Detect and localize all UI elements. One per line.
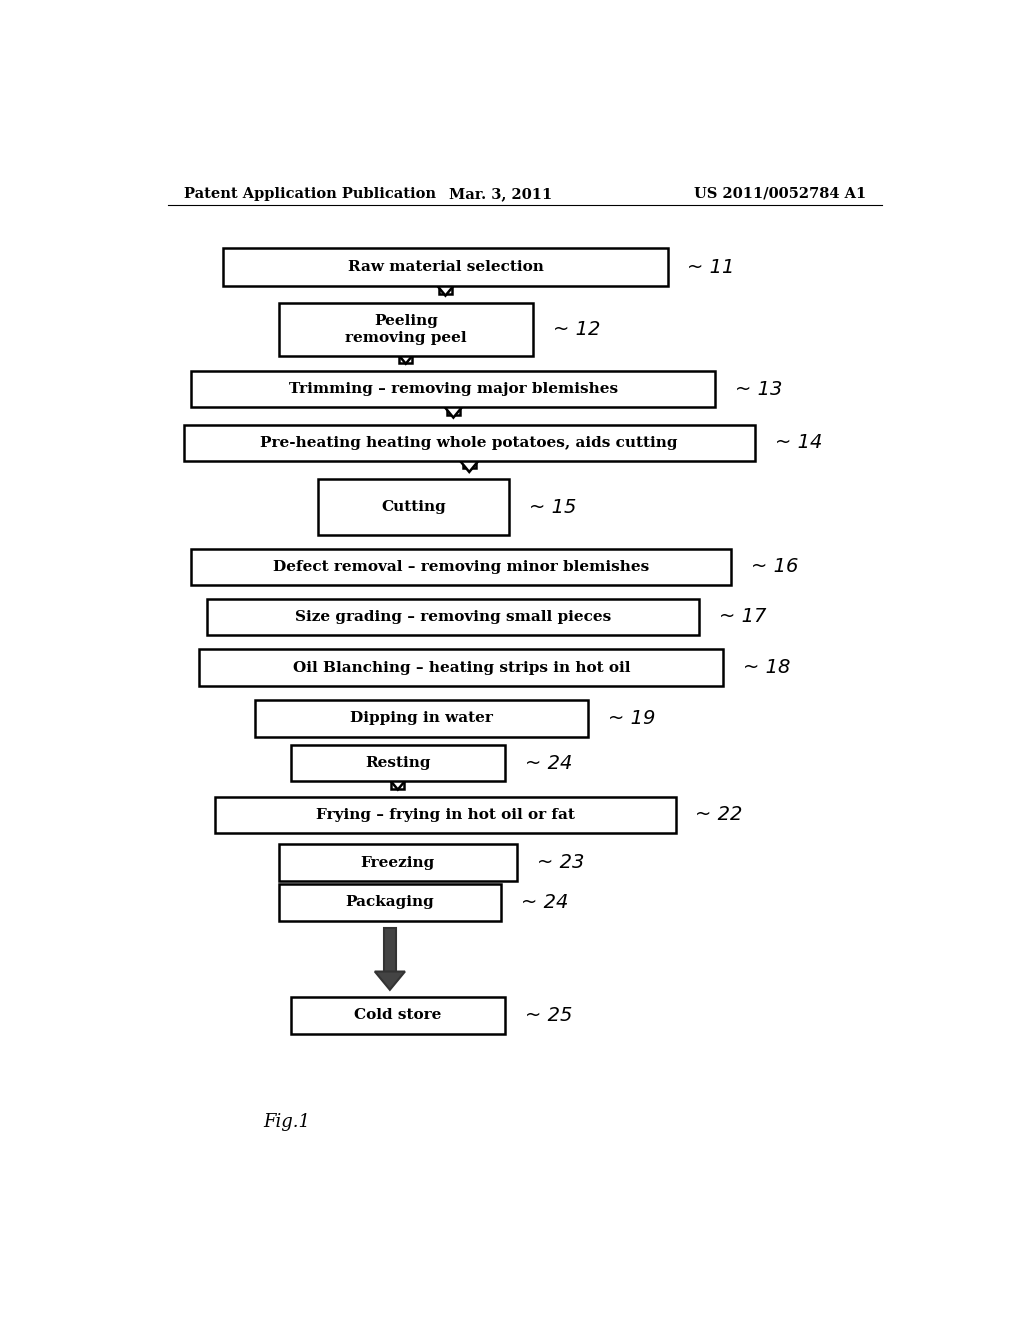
Bar xyxy=(255,700,588,737)
Text: Freezing: Freezing xyxy=(360,855,435,870)
Bar xyxy=(191,371,715,408)
Bar xyxy=(279,302,532,355)
Text: Trimming – removing major blemishes: Trimming – removing major blemishes xyxy=(289,381,617,396)
Bar xyxy=(463,454,475,469)
Text: Cutting: Cutting xyxy=(381,500,446,513)
Bar xyxy=(183,425,755,461)
Bar xyxy=(215,797,676,833)
Text: Fig.1: Fig.1 xyxy=(263,1113,310,1131)
Bar xyxy=(279,884,501,921)
Text: ~ 13: ~ 13 xyxy=(735,380,782,399)
Polygon shape xyxy=(455,454,484,473)
Bar xyxy=(291,997,505,1034)
Text: Dipping in water: Dipping in water xyxy=(350,711,494,726)
Text: Pre-heating heating whole potatoes, aids cutting: Pre-heating heating whole potatoes, aids… xyxy=(260,436,678,450)
Text: ~ 18: ~ 18 xyxy=(743,659,791,677)
Bar xyxy=(200,649,723,686)
Text: ~ 23: ~ 23 xyxy=(537,853,584,873)
Polygon shape xyxy=(438,399,468,417)
Bar xyxy=(447,399,460,414)
Text: Raw material selection: Raw material selection xyxy=(347,260,544,275)
Text: ~ 25: ~ 25 xyxy=(524,1006,572,1024)
Polygon shape xyxy=(383,771,413,789)
Polygon shape xyxy=(375,972,404,990)
Text: Oil Blanching – heating strips in hot oil: Oil Blanching – heating strips in hot oi… xyxy=(293,660,630,675)
Text: Patent Application Publication: Patent Application Publication xyxy=(183,187,435,201)
Text: US 2011/0052784 A1: US 2011/0052784 A1 xyxy=(694,187,866,201)
Bar xyxy=(439,277,452,293)
Text: Size grading – removing small pieces: Size grading – removing small pieces xyxy=(295,610,611,624)
Text: ~ 24: ~ 24 xyxy=(524,754,572,772)
Text: ~ 19: ~ 19 xyxy=(608,709,655,727)
Polygon shape xyxy=(391,346,421,364)
Bar xyxy=(384,928,396,972)
Text: Peeling
removing peel: Peeling removing peel xyxy=(345,314,467,345)
Polygon shape xyxy=(430,277,461,296)
Text: ~ 17: ~ 17 xyxy=(719,607,767,626)
Text: Packaging: Packaging xyxy=(345,895,434,909)
Text: Resting: Resting xyxy=(366,756,430,770)
Text: Mar. 3, 2011: Mar. 3, 2011 xyxy=(450,187,553,201)
Text: Defect removal – removing minor blemishes: Defect removal – removing minor blemishe… xyxy=(273,560,649,574)
Bar xyxy=(279,845,517,880)
Text: ~ 12: ~ 12 xyxy=(553,319,600,339)
Text: Frying – frying in hot oil or fat: Frying – frying in hot oil or fat xyxy=(316,808,574,822)
Bar xyxy=(291,744,505,781)
Text: ~ 14: ~ 14 xyxy=(775,433,822,453)
Text: ~ 22: ~ 22 xyxy=(695,805,742,825)
Text: ~ 11: ~ 11 xyxy=(687,257,735,277)
Text: ~ 15: ~ 15 xyxy=(528,498,577,516)
Bar xyxy=(223,248,668,286)
Bar xyxy=(207,598,699,635)
Text: ~ 16: ~ 16 xyxy=(751,557,799,577)
Text: Cold store: Cold store xyxy=(354,1008,441,1022)
Text: ~ 24: ~ 24 xyxy=(521,892,568,912)
Bar xyxy=(191,549,731,585)
Bar xyxy=(399,346,412,363)
Bar xyxy=(318,479,509,535)
Bar xyxy=(391,771,404,788)
